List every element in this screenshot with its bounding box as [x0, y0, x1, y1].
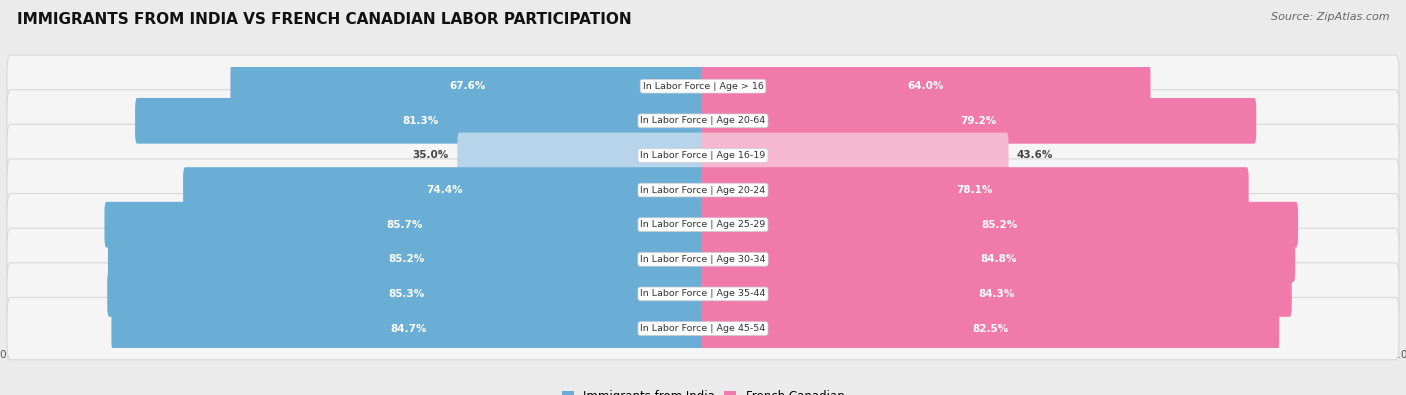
Text: 84.3%: 84.3%	[979, 289, 1015, 299]
Text: In Labor Force | Age 20-24: In Labor Force | Age 20-24	[640, 186, 766, 195]
Text: 84.7%: 84.7%	[389, 324, 426, 333]
Text: 85.2%: 85.2%	[388, 254, 425, 264]
Text: 35.0%: 35.0%	[413, 150, 449, 160]
FancyBboxPatch shape	[108, 237, 704, 282]
FancyBboxPatch shape	[7, 55, 1399, 117]
FancyBboxPatch shape	[702, 167, 1249, 213]
Text: 78.1%: 78.1%	[956, 185, 993, 195]
FancyBboxPatch shape	[702, 98, 1257, 144]
Text: 85.2%: 85.2%	[981, 220, 1018, 229]
FancyBboxPatch shape	[702, 202, 1298, 248]
Text: In Labor Force | Age 30-34: In Labor Force | Age 30-34	[640, 255, 766, 264]
FancyBboxPatch shape	[107, 271, 704, 317]
Text: Source: ZipAtlas.com: Source: ZipAtlas.com	[1271, 12, 1389, 22]
FancyBboxPatch shape	[7, 194, 1399, 256]
Text: In Labor Force | Age 45-54: In Labor Force | Age 45-54	[640, 324, 766, 333]
FancyBboxPatch shape	[111, 306, 704, 352]
Text: 79.2%: 79.2%	[960, 116, 997, 126]
Legend: Immigrants from India, French Canadian: Immigrants from India, French Canadian	[562, 390, 844, 395]
Text: 82.5%: 82.5%	[972, 324, 1008, 333]
FancyBboxPatch shape	[7, 90, 1399, 152]
Text: IMMIGRANTS FROM INDIA VS FRENCH CANADIAN LABOR PARTICIPATION: IMMIGRANTS FROM INDIA VS FRENCH CANADIAN…	[17, 12, 631, 27]
Text: 43.6%: 43.6%	[1017, 150, 1053, 160]
Text: 85.3%: 85.3%	[388, 289, 425, 299]
Text: In Labor Force | Age 35-44: In Labor Force | Age 35-44	[640, 290, 766, 299]
FancyBboxPatch shape	[104, 202, 704, 248]
FancyBboxPatch shape	[231, 63, 704, 109]
FancyBboxPatch shape	[702, 271, 1292, 317]
FancyBboxPatch shape	[457, 133, 704, 178]
FancyBboxPatch shape	[702, 63, 1150, 109]
FancyBboxPatch shape	[702, 133, 1008, 178]
FancyBboxPatch shape	[7, 263, 1399, 325]
FancyBboxPatch shape	[7, 159, 1399, 221]
Text: 85.7%: 85.7%	[387, 220, 423, 229]
FancyBboxPatch shape	[135, 98, 704, 144]
FancyBboxPatch shape	[702, 237, 1295, 282]
Text: In Labor Force | Age 25-29: In Labor Force | Age 25-29	[640, 220, 766, 229]
Text: In Labor Force | Age 16-19: In Labor Force | Age 16-19	[640, 151, 766, 160]
Text: 64.0%: 64.0%	[907, 81, 943, 91]
Text: 67.6%: 67.6%	[450, 81, 486, 91]
FancyBboxPatch shape	[183, 167, 704, 213]
Text: In Labor Force | Age 20-64: In Labor Force | Age 20-64	[640, 116, 766, 125]
FancyBboxPatch shape	[7, 297, 1399, 360]
Text: 84.8%: 84.8%	[980, 254, 1017, 264]
FancyBboxPatch shape	[7, 228, 1399, 290]
FancyBboxPatch shape	[702, 306, 1279, 352]
Text: 81.3%: 81.3%	[402, 116, 439, 126]
FancyBboxPatch shape	[7, 124, 1399, 186]
Text: In Labor Force | Age > 16: In Labor Force | Age > 16	[643, 82, 763, 91]
Text: 74.4%: 74.4%	[426, 185, 463, 195]
